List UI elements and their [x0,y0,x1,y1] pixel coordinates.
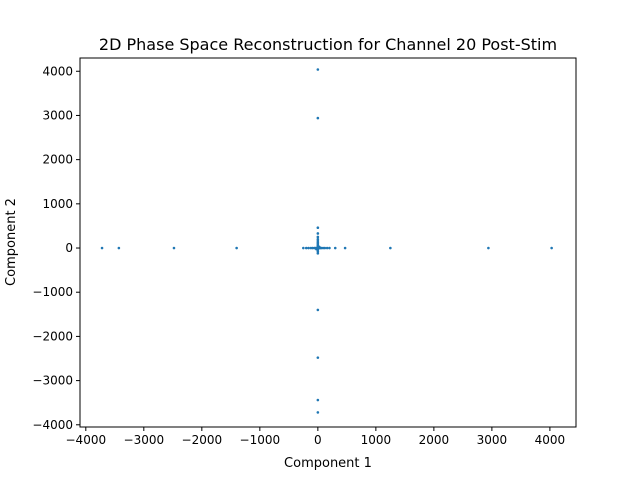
y-tick-label: 2000 [42,153,73,167]
data-point [316,356,320,359]
data-point [316,68,320,71]
y-tick-label: 0 [65,241,73,255]
data-point [323,246,327,250]
data-point [343,246,347,250]
data-point [318,246,321,250]
data-point [314,246,318,250]
y-tick-label: −2000 [32,329,73,343]
data-point [333,246,337,250]
data-point [235,246,238,250]
x-tick-label: −1000 [240,433,281,447]
data-point [302,246,305,250]
data-point [316,252,320,255]
data-point [316,308,320,312]
x-axis-label: Component 1 [284,456,372,471]
data-point [307,246,310,250]
data-point [316,116,320,120]
points-layer [100,68,553,414]
data-point [100,246,104,250]
x-tick-label: −4000 [66,433,107,447]
y-tick-label: 4000 [42,64,73,78]
data-point [487,246,490,250]
chart-title: 2D Phase Space Reconstruction for Channe… [99,35,557,54]
x-tick-label: 1000 [361,433,392,447]
y-tick-label: −3000 [32,374,73,388]
y-axis-label: Component 2 [4,198,19,286]
data-point [172,246,176,250]
data-point [316,235,320,239]
x-tick-label: 3000 [477,433,508,447]
data-point [325,246,329,250]
data-point [328,246,331,250]
plot-frame [79,57,577,428]
data-point [316,411,320,414]
y-axis-ticks: −4000 −3000 −2000 −1000 0 1000 2000 3000 4000 [32,64,80,432]
data-point [316,232,320,235]
y-tick-label: 1000 [42,197,73,211]
x-tick-label: −3000 [124,433,165,447]
x-tick-label: 2000 [419,433,450,447]
data-point [550,246,553,250]
x-tick-label: 0 [314,433,322,447]
x-axis-ticks: −4000 −3000 −2000 −1000 0 1000 2000 3000 4000 [66,427,566,447]
data-point [304,246,308,250]
y-tick-label: −1000 [32,285,73,299]
data-point [316,226,320,229]
y-tick-label: 3000 [42,108,73,122]
data-point [389,246,392,250]
data-point [316,398,320,402]
x-tick-label: 4000 [535,433,566,447]
y-tick-label: −4000 [32,418,73,432]
x-tick-label: −2000 [182,433,223,447]
data-point [117,246,121,250]
